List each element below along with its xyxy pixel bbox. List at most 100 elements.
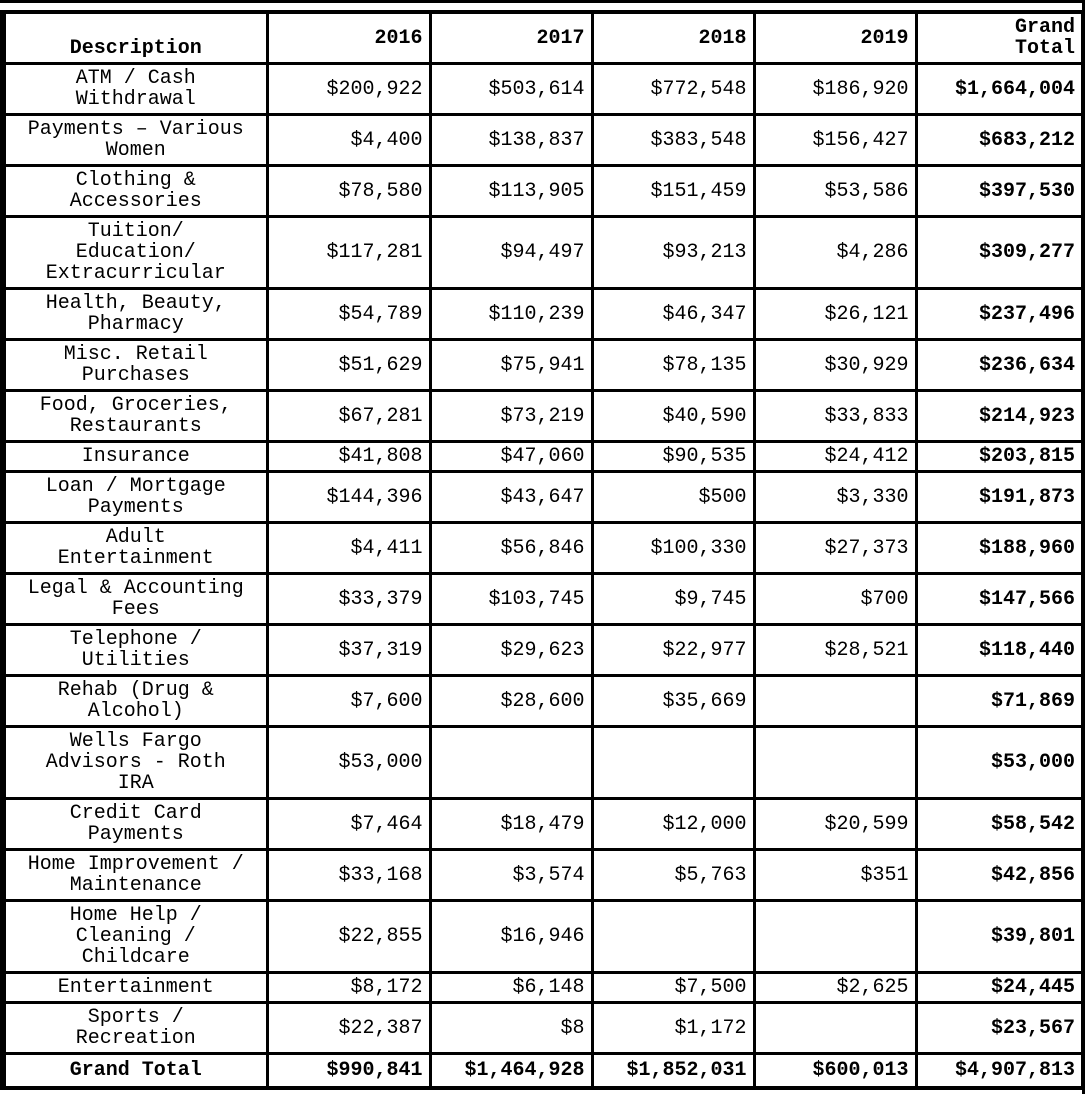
cell-grand-total: $58,542 [914,797,1085,851]
cell-2016: $4,400 [265,113,432,167]
row-description: Home Improvement / Maintenance [1,848,269,902]
table-row-home-improvement-maintenance: Home Improvement / Maintenance $33,168 $… [1,848,1085,902]
cell-2019 [752,1001,918,1055]
cell-grand-total: $147,566 [914,572,1085,626]
row-description: Misc. Retail Purchases [1,338,269,392]
cell-grand-total: $214,923 [914,389,1085,443]
table-row-entertainment: Entertainment $8,172 $6,148 $7,500 $2,62… [1,971,1085,1004]
table-row-food-groceries-restaurants: Food, Groceries, Restaurants $67,281 $73… [1,389,1085,443]
cell-grand-total: $236,634 [914,338,1085,392]
table-row-rehab-drug-alcohol: Rehab (Drug & Alcohol) $7,600 $28,600 $3… [1,674,1085,728]
header-row: Description 2016 2017 2018 2019 Grand To… [1,10,1085,65]
cell-grand-total: $1,664,004 [914,62,1085,116]
row-description: Legal & Accounting Fees [1,572,269,626]
cell-grand-total: $42,856 [914,848,1085,902]
row-description: Payments – Various Women [1,113,269,167]
cell-2016: $41,808 [265,440,432,473]
column-header-2016: 2016 [265,10,432,65]
cell-2016: $67,281 [265,389,432,443]
row-description: Entertainment [1,971,269,1004]
row-description: Clothing & Accessories [1,164,269,218]
table-row-credit-card-payments: Credit Card Payments $7,464 $18,479 $12,… [1,797,1085,851]
cell-2019: $20,599 [752,797,918,851]
row-description: Credit Card Payments [1,797,269,851]
cell-2019: $156,427 [752,113,918,167]
cell-2019: $26,121 [752,287,918,341]
cell-2017: $29,623 [428,623,594,677]
cell-grand-total: $23,567 [914,1001,1085,1055]
cell-2018: $9,745 [590,572,756,626]
grand-total-2016: $990,841 [265,1052,432,1090]
column-header-description: Description [1,10,269,65]
cell-2019: $2,625 [752,971,918,1004]
cell-2017: $73,219 [428,389,594,443]
cell-2019: $30,929 [752,338,918,392]
cell-2016: $33,379 [265,572,432,626]
cell-2018: $5,763 [590,848,756,902]
cell-2016: $117,281 [265,215,432,290]
cell-2017: $47,060 [428,440,594,473]
row-description: Loan / Mortgage Payments [1,470,269,524]
cell-2017: $110,239 [428,287,594,341]
cell-grand-total: $24,445 [914,971,1085,1004]
cell-2019: $28,521 [752,623,918,677]
cell-2016: $7,464 [265,797,432,851]
row-description: Sports / Recreation [1,1001,269,1055]
page-frame-top-rule [0,0,1085,3]
cell-2017: $75,941 [428,338,594,392]
cell-2017: $138,837 [428,113,594,167]
table-row-misc-retail-purchases: Misc. Retail Purchases $51,629 $75,941 $… [1,338,1085,392]
column-header-grand-total: Grand Total [914,10,1085,65]
grand-total-2019: $600,013 [752,1052,918,1090]
row-description: Insurance [1,440,269,473]
cell-2018: $1,172 [590,1001,756,1055]
cell-2019: $33,833 [752,389,918,443]
cell-2018 [590,725,756,800]
cell-2018: $7,500 [590,971,756,1004]
table-row-payments-various-women: Payments – Various Women $4,400 $138,837… [1,113,1085,167]
cell-2019: $4,286 [752,215,918,290]
cell-2016: $33,168 [265,848,432,902]
cell-2018: $93,213 [590,215,756,290]
cell-2017: $94,497 [428,215,594,290]
cell-2016: $53,000 [265,725,432,800]
cell-grand-total: $191,873 [914,470,1085,524]
row-description: Wells Fargo Advisors - Roth IRA [1,725,269,800]
cell-2018: $500 [590,470,756,524]
row-description: Adult Entertainment [1,521,269,575]
row-description: Tuition/ Education/ Extracurricular [1,215,269,290]
cell-2016: $4,411 [265,521,432,575]
cell-2018: $151,459 [590,164,756,218]
table-row-clothing-accessories: Clothing & Accessories $78,580 $113,905 … [1,164,1085,218]
cell-2017: $43,647 [428,470,594,524]
table-row-loan-mortgage-payments: Loan / Mortgage Payments $144,396 $43,64… [1,470,1085,524]
cell-2018: $35,669 [590,674,756,728]
row-description: Health, Beauty, Pharmacy [1,287,269,341]
row-description: ATM / Cash Withdrawal [1,62,269,116]
cell-2018: $40,590 [590,389,756,443]
cell-2019: $700 [752,572,918,626]
table-row-tuition-education: Tuition/ Education/ Extracurricular $117… [1,215,1085,290]
cell-2017: $103,745 [428,572,594,626]
cell-2018: $78,135 [590,338,756,392]
cell-2017: $18,479 [428,797,594,851]
cell-2019: $53,586 [752,164,918,218]
cell-2018: $383,548 [590,113,756,167]
cell-2019 [752,899,918,974]
cell-grand-total: $203,815 [914,440,1085,473]
column-header-2017: 2017 [428,10,594,65]
row-description: Food, Groceries, Restaurants [1,389,269,443]
cell-grand-total: $71,869 [914,674,1085,728]
cell-2018: $46,347 [590,287,756,341]
cell-2017 [428,725,594,800]
cell-2017: $56,846 [428,521,594,575]
cell-2016: $51,629 [265,338,432,392]
cell-grand-total: $397,530 [914,164,1085,218]
table-row-health-beauty-pharmacy: Health, Beauty, Pharmacy $54,789 $110,23… [1,287,1085,341]
cell-2017: $3,574 [428,848,594,902]
cell-2018: $90,535 [590,440,756,473]
grand-total-row: Grand Total $990,841 $1,464,928 $1,852,0… [1,1052,1085,1090]
table-row-sports-recreation: Sports / Recreation $22,387 $8 $1,172 $2… [1,1001,1085,1055]
grand-total-2017: $1,464,928 [428,1052,594,1090]
cell-2019: $351 [752,848,918,902]
